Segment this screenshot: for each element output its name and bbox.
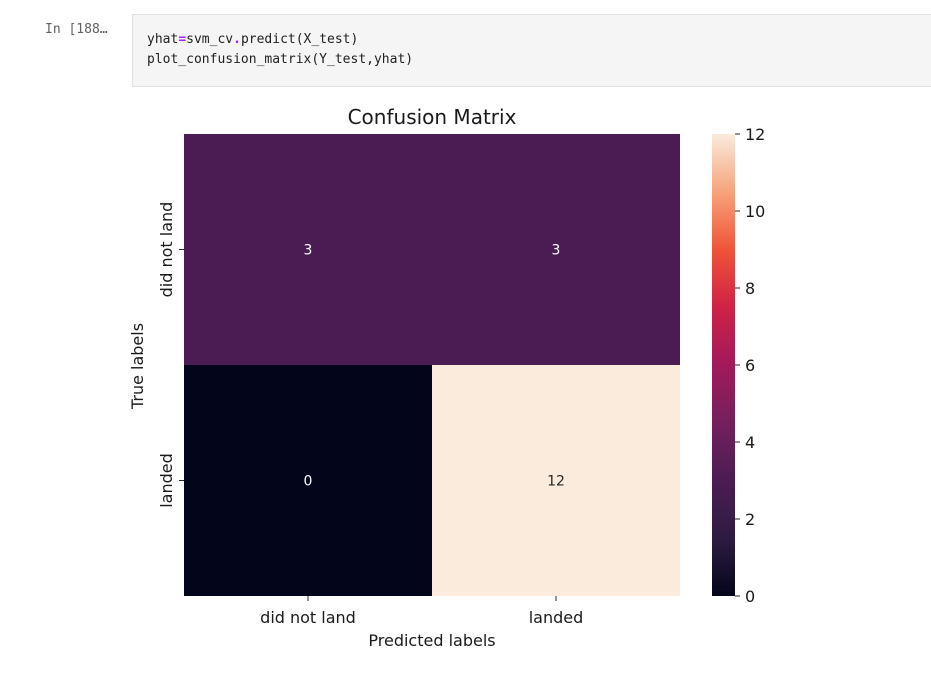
x-tick-label: did not land [260, 608, 356, 627]
x-axis-label: Predicted labels [368, 631, 495, 650]
code-token: predict(X_test) [240, 32, 359, 47]
y-tick-label: landed [157, 453, 176, 508]
code-line-2: plot_confusion_matrix(Y_test,yhat) [147, 52, 414, 67]
y-axis-label: True labels [128, 323, 147, 410]
cell-prompt: In [188… [45, 22, 108, 37]
colorbar-tick-label: 6 [745, 356, 755, 375]
colorbar-tick-label: 10 [745, 202, 765, 221]
code-operator: . [233, 32, 241, 47]
heatmap-cell [432, 134, 680, 365]
colorbar-tick-label: 2 [745, 510, 755, 529]
heatmap-cell [432, 365, 680, 596]
chart-title: Confusion Matrix [348, 105, 517, 129]
colorbar-tick-label: 4 [745, 433, 755, 452]
colorbar-tick-label: 0 [745, 587, 755, 606]
colorbar-tick-label: 12 [745, 125, 765, 144]
code-token: svm_cv [186, 32, 234, 47]
cell-value-label: 0 [304, 474, 313, 490]
colorbar [712, 134, 735, 596]
colorbar-tick-label: 8 [745, 279, 755, 298]
y-tick-label: did not land [157, 202, 176, 298]
x-tick-label: landed [529, 608, 584, 627]
heatmap-cell [184, 134, 432, 365]
code-operator: = [178, 32, 187, 47]
heatmap-cell [184, 365, 432, 596]
code-line-1: yhat=svm_cv.predict(X_test) [147, 32, 358, 47]
code-cell-input[interactable]: yhat=svm_cv.predict(X_test) plot_confusi… [132, 14, 931, 87]
cell-value-label: 12 [547, 474, 565, 490]
cell-value-label: 3 [304, 243, 313, 259]
code-token: yhat [147, 32, 179, 47]
cell-value-label: 3 [552, 243, 561, 259]
